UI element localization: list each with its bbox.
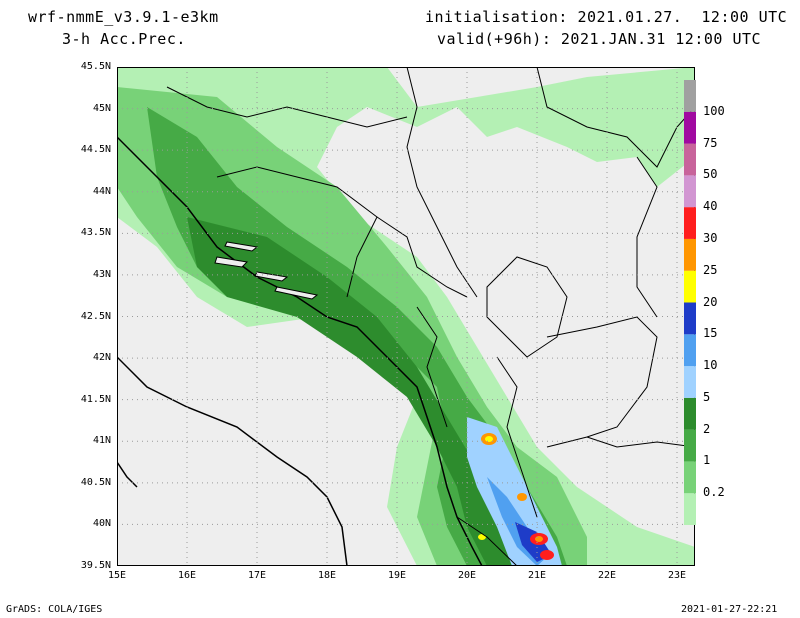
colorbar-label: 0.2 [703, 485, 725, 500]
latitude-label: 39.5N [80, 560, 111, 571]
colorbar-segment [684, 80, 696, 112]
border-serbia-west [406, 67, 478, 298]
border-albania-east [496, 356, 538, 518]
precip-30-spot-1-core [535, 536, 543, 542]
island-3 [274, 286, 319, 300]
precip-10-area [467, 417, 562, 566]
border-kosovo [486, 256, 568, 358]
border-serbia-montenegro [376, 216, 468, 298]
colorbar-label: 5 [703, 389, 711, 404]
colorbar-segment [684, 429, 696, 462]
latitude-label: 45N [92, 102, 111, 114]
precip-25-spot-3 [478, 534, 486, 540]
island-4 [224, 241, 259, 252]
colorbar-segment [684, 302, 696, 335]
colorbar-label: 50 [703, 167, 718, 182]
colorbar-label: 25 [703, 262, 718, 277]
longitude-label: 23E [667, 570, 687, 581]
precip-30-spot-2 [540, 550, 554, 560]
italy-coast-south [117, 461, 138, 488]
colorbar-label: 100 [703, 103, 725, 118]
latitude-label: 45.5N [80, 61, 111, 72]
colorbar [684, 80, 696, 525]
colorbar-segment [684, 207, 696, 239]
colorbar-label: 75 [703, 135, 718, 150]
colorbar-label: 40 [703, 199, 718, 214]
border-bulgaria [636, 156, 658, 318]
colorbar-label: 1 [703, 453, 711, 468]
colorbar-segment [684, 270, 696, 303]
longitude-label: 21E [527, 570, 547, 581]
colorbar-label: 2 [703, 421, 711, 436]
longitude-label: 16E [177, 570, 197, 581]
coastlines [117, 136, 483, 566]
colorbar-label: 30 [703, 230, 718, 245]
islands [214, 241, 319, 300]
latitude-label: 41.5N [80, 393, 111, 405]
initialisation-time: initialisation: 2021.01.27. 12:00 UTC [425, 8, 788, 26]
latitude-label: 43.5N [80, 227, 111, 239]
longitude-label: 20E [457, 570, 477, 581]
colorbar-segment [684, 461, 696, 494]
longitude-label: 17E [247, 570, 267, 581]
model-title: wrf-nmmE_v3.9.1-e3km [28, 8, 219, 26]
latitude-label: 42.5N [80, 310, 111, 322]
footer-credit: GrADS: COLA/IGES [6, 604, 103, 615]
precipitation-field [117, 67, 695, 566]
longitude-label: 22E [597, 570, 617, 581]
colorbar-segment [684, 397, 696, 430]
latitude-label: 41N [92, 435, 111, 447]
colorbar-label: 15 [703, 326, 718, 341]
longitude-label: 18E [317, 570, 337, 581]
colorbar-segment [684, 493, 696, 525]
colorbar-segment [684, 175, 696, 208]
precip-5-area [187, 217, 537, 566]
latitude-label: 40.5N [80, 476, 111, 488]
precipitation-map [117, 67, 695, 566]
longitude-label: 19E [387, 570, 407, 581]
border-albania-north [416, 306, 448, 428]
latitude-label: 44N [92, 185, 111, 197]
colorbar-segment [684, 238, 696, 271]
border-north-macedonia [546, 316, 658, 448]
border-greece-north [586, 436, 695, 448]
latitude-label: 43N [92, 268, 111, 280]
precip-25-spot-1-core [485, 436, 493, 442]
footer-timestamp: 2021-01-27-22:21 [681, 604, 778, 615]
latitude-label: 40N [92, 518, 111, 530]
colorbar-label: 20 [703, 294, 718, 309]
colorbar-segment [684, 111, 696, 144]
colorbar-segment [684, 143, 696, 176]
country-borders [166, 67, 695, 566]
latitude-label: 42N [92, 352, 111, 364]
precip-25-spot-2 [517, 493, 527, 501]
border-croatia-north [166, 86, 408, 128]
valid-time: valid(+96h): 2021.JAN.31 12:00 UTC [437, 30, 762, 48]
latitude-label: 44.5N [80, 144, 111, 156]
latlon-grid [117, 67, 695, 566]
adriatic-east-coast [117, 136, 483, 566]
island-1 [214, 256, 249, 268]
colorbar-label: 10 [703, 358, 718, 373]
variable-title: 3-h Acc.Prec. [62, 30, 186, 48]
italy-coast [117, 356, 348, 566]
border-greece-albania [456, 516, 518, 566]
colorbar-segment [684, 334, 696, 367]
longitude-label: 15E [107, 570, 127, 581]
colorbar-segment [684, 366, 696, 398]
